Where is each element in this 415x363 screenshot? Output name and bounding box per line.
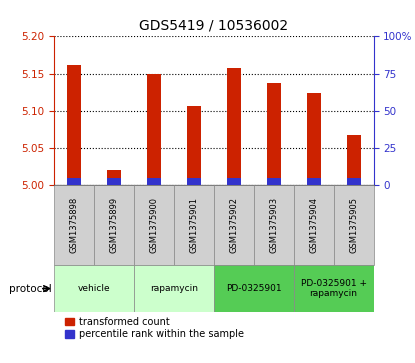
FancyBboxPatch shape — [134, 265, 214, 312]
Bar — [227, 68, 241, 185]
Text: GSM1375898: GSM1375898 — [69, 197, 78, 253]
Bar — [147, 73, 161, 185]
Bar — [347, 135, 361, 185]
FancyBboxPatch shape — [214, 185, 254, 265]
Bar — [147, 178, 161, 185]
Text: rapamycin: rapamycin — [150, 284, 198, 293]
Bar — [267, 178, 281, 185]
Text: GSM1375902: GSM1375902 — [229, 197, 238, 253]
Bar — [107, 170, 121, 185]
FancyBboxPatch shape — [254, 185, 294, 265]
Bar — [187, 106, 201, 185]
Bar — [107, 178, 121, 185]
FancyBboxPatch shape — [54, 265, 134, 312]
Bar — [67, 178, 81, 185]
Text: vehicle: vehicle — [78, 284, 110, 293]
Text: PD-0325901 +
rapamycin: PD-0325901 + rapamycin — [300, 279, 366, 298]
Text: GSM1375901: GSM1375901 — [189, 197, 198, 253]
FancyBboxPatch shape — [294, 265, 374, 312]
FancyBboxPatch shape — [174, 185, 214, 265]
Bar — [347, 178, 361, 185]
Text: GSM1375905: GSM1375905 — [349, 197, 358, 253]
Text: GSM1375903: GSM1375903 — [269, 197, 278, 253]
Title: GDS5419 / 10536002: GDS5419 / 10536002 — [139, 19, 288, 32]
Bar — [67, 65, 81, 185]
FancyBboxPatch shape — [94, 185, 134, 265]
Bar — [267, 83, 281, 185]
Text: GSM1375904: GSM1375904 — [309, 197, 318, 253]
Bar — [187, 178, 201, 185]
Text: PD-0325901: PD-0325901 — [226, 284, 281, 293]
FancyBboxPatch shape — [134, 185, 174, 265]
Text: protocol: protocol — [9, 284, 52, 294]
FancyBboxPatch shape — [214, 265, 294, 312]
Bar — [307, 93, 320, 185]
Text: GSM1375899: GSM1375899 — [110, 197, 118, 253]
Bar — [307, 178, 320, 185]
Text: GSM1375900: GSM1375900 — [149, 197, 158, 253]
Legend: transformed count, percentile rank within the sample: transformed count, percentile rank withi… — [65, 317, 244, 339]
Bar — [227, 178, 241, 185]
FancyBboxPatch shape — [294, 185, 334, 265]
FancyBboxPatch shape — [334, 185, 374, 265]
FancyBboxPatch shape — [54, 185, 94, 265]
